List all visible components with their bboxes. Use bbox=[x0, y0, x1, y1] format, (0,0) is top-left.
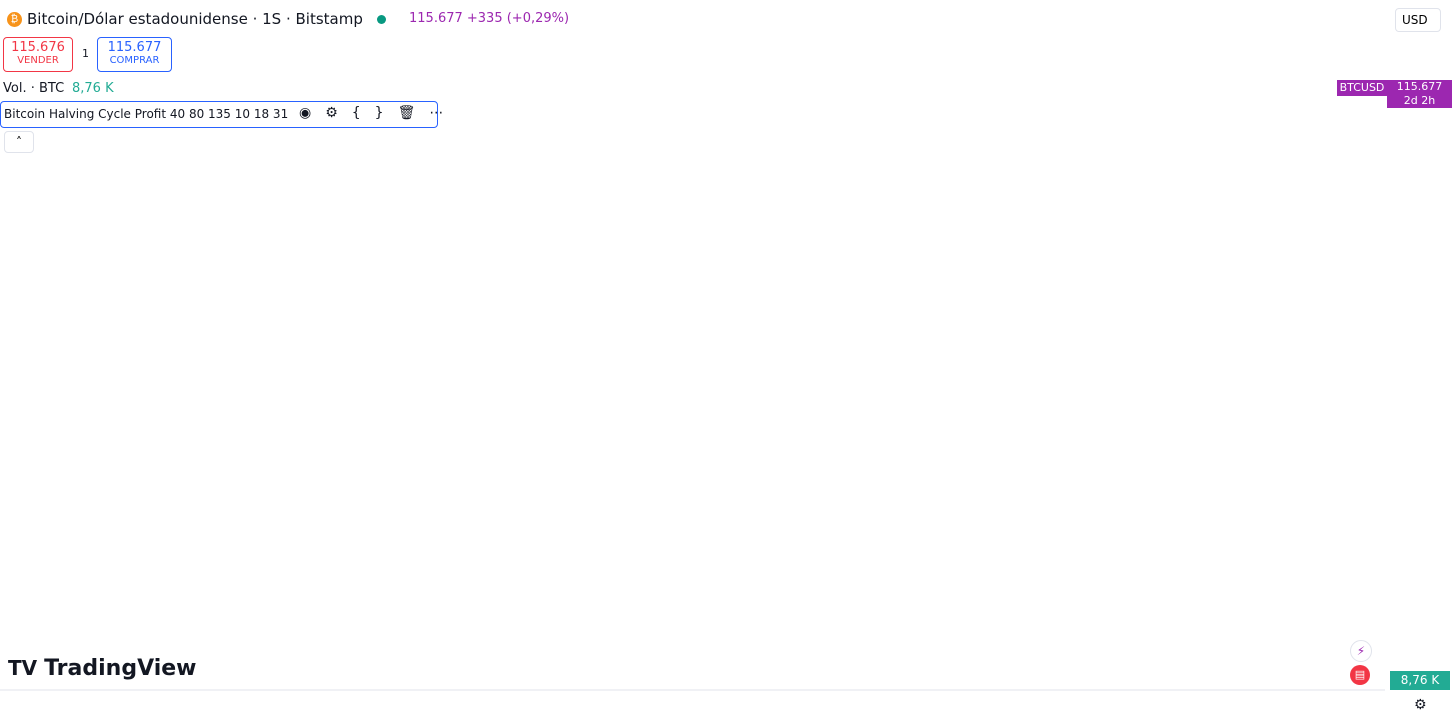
indicator-icons[interactable]: ◉⚙{}🗑⋯ bbox=[299, 105, 458, 121]
sell-price: 115.676 bbox=[11, 40, 65, 55]
symbol-title: Bitcoin/Dólar estadounidense · 1S · Bits… bbox=[27, 10, 363, 28]
logo-text: TradingView bbox=[44, 656, 197, 681]
tag-price: 115.677 bbox=[1396, 80, 1443, 94]
indicator-legend[interactable]: Bitcoin Halving Cycle Profit 40 80 135 1… bbox=[0, 101, 443, 128]
buy-label: COMPRAR bbox=[109, 55, 160, 66]
quote: 115.677 +335 (+0,29%) bbox=[409, 11, 570, 26]
market-status bbox=[377, 15, 386, 24]
sell-button[interactable]: 115.676 VENDER bbox=[3, 37, 73, 72]
logo: TV TradingView bbox=[8, 656, 197, 681]
buy-price: 115.677 bbox=[107, 40, 162, 55]
price-tag: BTCUSD 115.677 2d 2h bbox=[1337, 80, 1452, 109]
buy-button[interactable]: 115.677 COMPRAR bbox=[97, 37, 172, 72]
volume-value: 8,76 K bbox=[72, 81, 114, 96]
price-axis bbox=[1385, 0, 1456, 719]
alert-icon[interactable]: ⚡ bbox=[1350, 640, 1372, 662]
btc-icon: ₿ bbox=[7, 12, 22, 27]
flag-icon[interactable]: ▤ bbox=[1350, 665, 1370, 685]
collapse-button[interactable]: ˄ bbox=[4, 131, 34, 153]
tag-symbol: BTCUSD bbox=[1337, 80, 1387, 97]
settings-icon[interactable]: ⚙ bbox=[1414, 697, 1427, 713]
indicator-name: Bitcoin Halving Cycle Profit 40 80 135 1… bbox=[4, 107, 289, 121]
tag-countdown: 2d 2h bbox=[1403, 94, 1436, 108]
volume-tag: 8,76 K bbox=[1390, 671, 1450, 690]
sell-label: VENDER bbox=[17, 55, 59, 66]
spread: 1 bbox=[82, 47, 89, 60]
volume-label: Vol. · BTC bbox=[3, 81, 65, 96]
currency-button[interactable]: USD bbox=[1395, 8, 1441, 32]
